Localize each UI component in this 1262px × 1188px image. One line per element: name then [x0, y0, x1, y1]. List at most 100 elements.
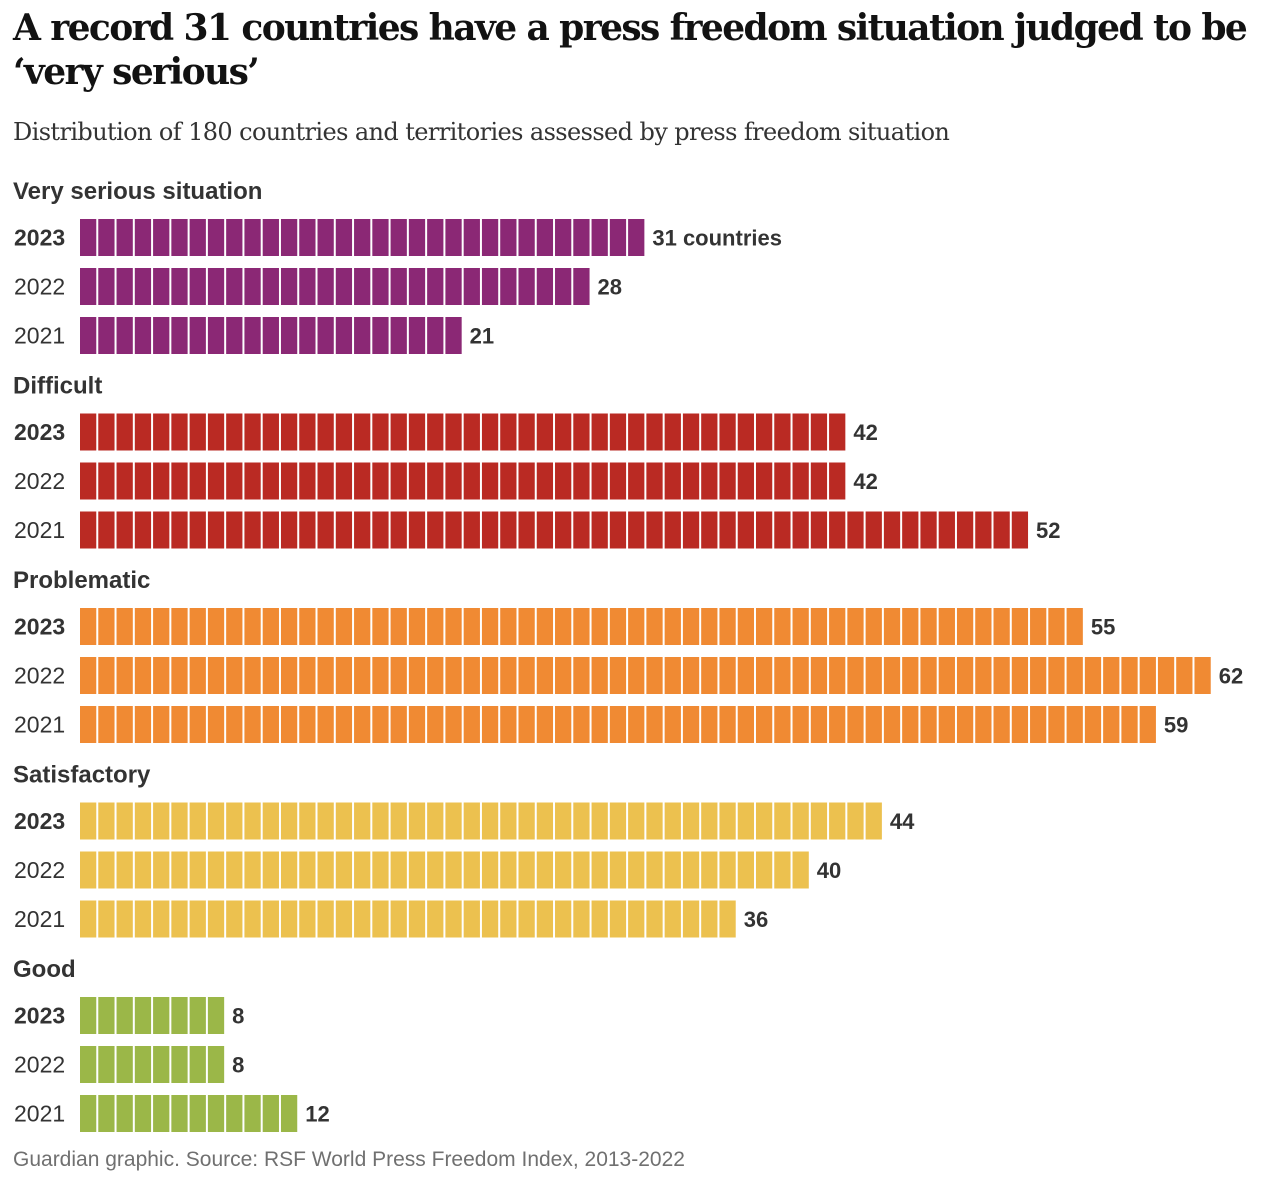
- unit-block: [244, 413, 261, 451]
- unit-block: [171, 657, 188, 694]
- unit-block: [810, 657, 828, 694]
- unit-bar: [80, 997, 225, 1034]
- unit-block: [372, 317, 389, 354]
- unit-block: [244, 219, 261, 256]
- unit-block: [829, 413, 846, 451]
- unit-block: [1139, 706, 1156, 743]
- unit-block: [226, 1095, 243, 1132]
- unit-block: [280, 900, 298, 938]
- unit-block: [226, 268, 243, 305]
- year-label: 2023: [14, 614, 65, 640]
- source-footer: Guardian graphic. Source: RSF World Pres…: [13, 1148, 685, 1171]
- unit-block: [975, 608, 992, 645]
- unit-block: [682, 851, 700, 889]
- unit-block: [755, 802, 773, 840]
- unit-block: [536, 511, 554, 549]
- unit-block: [701, 608, 718, 645]
- value-label: 36: [744, 907, 768, 932]
- unit-block: [518, 900, 535, 938]
- unit-block: [153, 317, 170, 354]
- unit-block: [829, 511, 846, 549]
- unit-block: [189, 219, 206, 256]
- unit-block: [865, 511, 882, 549]
- unit-block: [98, 802, 115, 840]
- unit-block: [280, 851, 298, 889]
- unit-block: [883, 657, 901, 694]
- unit-block: [390, 413, 407, 451]
- unit-block: [536, 657, 554, 694]
- unit-block: [1011, 657, 1029, 694]
- unit-block: [262, 706, 279, 743]
- unit-block: [719, 706, 736, 743]
- unit-block: [189, 900, 206, 938]
- unit-block: [171, 413, 188, 451]
- unit-block: [646, 608, 663, 645]
- unit-block: [463, 802, 480, 840]
- unit-block: [98, 317, 115, 354]
- unit-block: [792, 802, 809, 840]
- unit-block: [573, 900, 590, 938]
- unit-block: [134, 462, 152, 500]
- unit-block: [755, 462, 773, 500]
- unit-block: [299, 413, 316, 451]
- category-label: Good: [13, 956, 76, 983]
- unit-bar: [80, 608, 1083, 645]
- unit-block: [1176, 657, 1193, 694]
- unit-block: [1011, 608, 1029, 645]
- unit-block: [189, 413, 206, 451]
- unit-block: [372, 462, 389, 500]
- unit-block: [792, 657, 809, 694]
- unit-block: [280, 657, 298, 694]
- unit-block: [134, 1095, 152, 1132]
- unit-block: [116, 317, 133, 354]
- unit-block: [116, 997, 133, 1034]
- unit-block: [427, 462, 444, 500]
- unit-block: [80, 802, 97, 840]
- unit-block: [299, 657, 316, 694]
- unit-block: [98, 413, 115, 451]
- unit-block: [408, 608, 426, 645]
- unit-block: [317, 511, 334, 549]
- unit-block: [445, 268, 462, 305]
- unit-block: [390, 608, 407, 645]
- unit-block: [701, 462, 718, 500]
- unit-block: [116, 1095, 133, 1132]
- unit-block: [500, 268, 517, 305]
- unit-block: [280, 608, 298, 645]
- unit-block: [372, 802, 389, 840]
- unit-block: [226, 462, 243, 500]
- unit-block: [335, 900, 353, 938]
- unit-block: [134, 997, 152, 1034]
- unit-block: [701, 657, 718, 694]
- value-label: 52: [1036, 518, 1060, 543]
- unit-block: [134, 657, 152, 694]
- year-label: 2021: [14, 712, 65, 738]
- unit-block: [628, 219, 645, 256]
- unit-block: [792, 851, 809, 889]
- unit-block: [481, 706, 499, 743]
- unit-block: [737, 462, 754, 500]
- unit-block: [536, 706, 554, 743]
- unit-block: [500, 851, 517, 889]
- unit-block: [262, 608, 279, 645]
- unit-block: [481, 900, 499, 938]
- unit-block: [664, 851, 681, 889]
- unit-block: [682, 608, 700, 645]
- unit-block: [153, 802, 170, 840]
- unit-block: [207, 802, 225, 840]
- unit-block: [555, 900, 572, 938]
- unit-block: [262, 1095, 279, 1132]
- unit-block: [207, 657, 225, 694]
- unit-block: [902, 511, 919, 549]
- unit-block: [372, 851, 389, 889]
- unit-block: [445, 657, 462, 694]
- chart-title: A record 31 countries have a press freed…: [13, 7, 1248, 93]
- value-label: 59: [1164, 713, 1188, 738]
- unit-block: [354, 608, 371, 645]
- unit-bar: [80, 219, 645, 256]
- unit-block: [153, 1046, 170, 1083]
- unit-block: [573, 608, 590, 645]
- unit-block: [299, 268, 316, 305]
- unit-block: [244, 851, 261, 889]
- unit-block: [646, 900, 663, 938]
